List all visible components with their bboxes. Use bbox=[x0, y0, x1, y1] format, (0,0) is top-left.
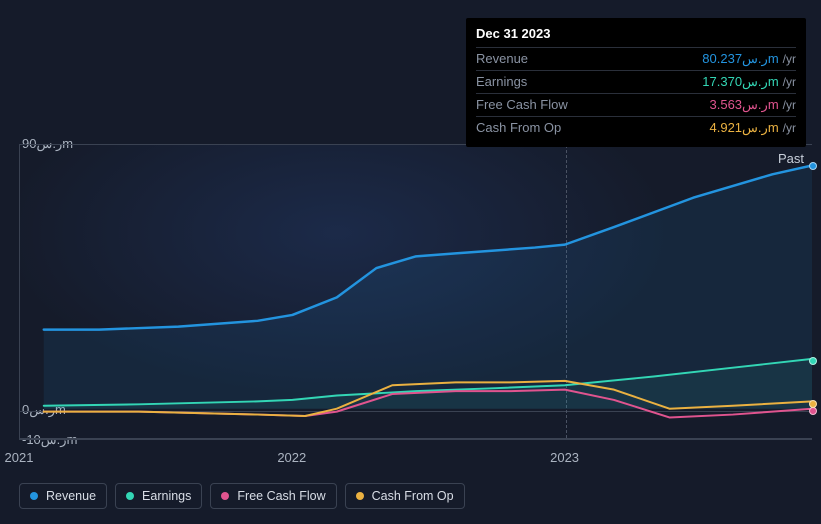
legend: Revenue Earnings Free Cash Flow Cash From O… bbox=[19, 483, 465, 509]
legend-item-fcf[interactable]: Free Cash Flow bbox=[210, 483, 336, 509]
legend-item-cfo[interactable]: Cash From Op bbox=[345, 483, 465, 509]
series-end-marker bbox=[809, 400, 817, 408]
tooltip-value: 80.237ر.سm/yr bbox=[702, 51, 796, 67]
legend-label: Revenue bbox=[46, 489, 96, 503]
x-axis: 202120222023 bbox=[19, 450, 812, 470]
series-end-marker bbox=[809, 357, 817, 365]
legend-item-revenue[interactable]: Revenue bbox=[19, 483, 107, 509]
tooltip-row: Revenue 80.237ر.سm/yr bbox=[476, 47, 796, 70]
chart-tooltip: Dec 31 2023 Revenue 80.237ر.سm/yr Earnings… bbox=[466, 18, 806, 147]
legend-label: Earnings bbox=[142, 489, 191, 503]
tooltip-title: Dec 31 2023 bbox=[476, 26, 796, 41]
legend-label: Free Cash Flow bbox=[237, 489, 325, 503]
x-axis-label: 2021 bbox=[5, 450, 34, 465]
tooltip-value: 4.921ر.سm/yr bbox=[710, 120, 797, 136]
x-axis-label: 2022 bbox=[277, 450, 306, 465]
tooltip-row: Cash From Op 4.921ر.سm/yr bbox=[476, 116, 796, 139]
tooltip-label: Free Cash Flow bbox=[476, 97, 568, 112]
x-axis-label: 2023 bbox=[550, 450, 579, 465]
series-end-marker bbox=[809, 407, 817, 415]
tooltip-label: Revenue bbox=[476, 51, 528, 66]
legend-label: Cash From Op bbox=[372, 489, 454, 503]
chart-plot bbox=[20, 145, 812, 438]
legend-item-earnings[interactable]: Earnings bbox=[115, 483, 202, 509]
tooltip-row: Free Cash Flow 3.563ر.سm/yr bbox=[476, 93, 796, 116]
tooltip-label: Earnings bbox=[476, 74, 527, 89]
legend-dot bbox=[356, 492, 364, 500]
legend-dot bbox=[126, 492, 134, 500]
tooltip-label: Cash From Op bbox=[476, 120, 561, 135]
series-end-marker bbox=[809, 162, 817, 170]
legend-dot bbox=[221, 492, 229, 500]
legend-dot bbox=[30, 492, 38, 500]
chart-area: Past bbox=[19, 144, 812, 440]
tooltip-row: Earnings 17.370ر.سm/yr bbox=[476, 70, 796, 93]
tooltip-value: 17.370ر.سm/yr bbox=[702, 74, 796, 90]
tooltip-value: 3.563ر.سm/yr bbox=[710, 97, 797, 113]
